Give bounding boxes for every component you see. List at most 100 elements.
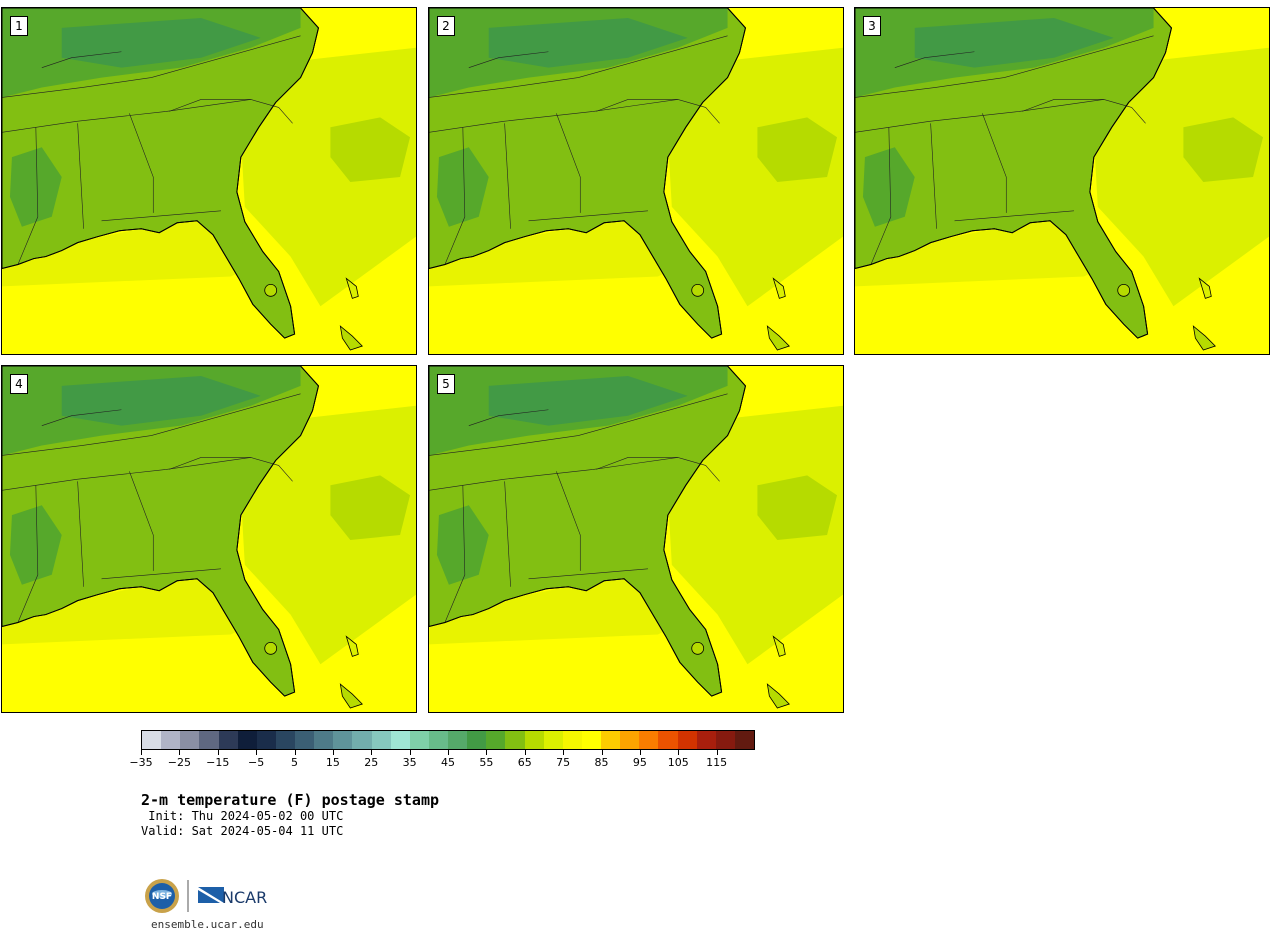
bahamas-island [1198, 277, 1212, 299]
state-border [2, 35, 301, 98]
state-border [129, 471, 154, 571]
nsf-logo-icon: NSF [145, 879, 179, 913]
colorbar-swatch [409, 731, 429, 749]
state-border [77, 481, 84, 587]
colorbar-swatch [275, 731, 295, 749]
map-panel-5: 5 [428, 365, 844, 713]
colorbar-tick [294, 750, 296, 755]
lake-okeechobee [264, 642, 278, 655]
colorbar-swatch [467, 731, 487, 749]
colorbar-swatch [256, 731, 276, 749]
state-border [468, 409, 549, 426]
colorbar-tick [486, 750, 488, 755]
colorbar-tick [332, 750, 334, 755]
colorbar-swatch [715, 731, 735, 749]
colorbar-tick [179, 750, 181, 755]
state-border [429, 35, 728, 98]
chart-title: 2-m temperature (F) postage stamp [141, 791, 440, 809]
colorbar-tick [409, 750, 411, 755]
state-border [930, 123, 937, 229]
temperature-map [429, 366, 843, 712]
panel-number: 1 [10, 16, 28, 36]
colorbar-swatch [390, 731, 410, 749]
colorbar-tick [371, 750, 373, 755]
temperature-region [862, 147, 915, 227]
state-border [954, 210, 1074, 222]
colorbar-tick-label: 115 [706, 756, 728, 769]
temperature-region [436, 505, 489, 585]
colorbar-tick [448, 750, 449, 755]
temperature-region [1073, 236, 1134, 317]
state-border [444, 485, 466, 623]
colorbar-swatch [180, 731, 200, 749]
state-border [2, 99, 251, 133]
temperature-map [855, 8, 1269, 354]
state-border [41, 409, 122, 426]
state-border [77, 123, 84, 229]
temperature-region [488, 17, 688, 68]
state-border [556, 471, 581, 571]
colorbar-tick-label: 75 [556, 756, 571, 769]
valid-time: Valid: Sat 2024-05-04 11 UTC [141, 824, 344, 838]
state-border [504, 123, 511, 229]
colorbar-swatch [601, 731, 621, 749]
lake-okeechobee [691, 642, 705, 655]
state-border [894, 51, 975, 68]
panel-number: 4 [10, 374, 28, 394]
colorbar-swatch [658, 731, 678, 749]
colorbar-swatch [696, 731, 716, 749]
temperature-region [436, 147, 489, 227]
colorbar-tick-label: 45 [441, 756, 455, 769]
colorbar-tick-label: −35 [129, 756, 153, 769]
colorbar-tick-label: 95 [632, 756, 647, 769]
lake-okeechobee [264, 284, 278, 297]
state-border [101, 568, 221, 580]
atlantic-band [663, 47, 843, 307]
atlantic-band [663, 405, 843, 665]
temperature-region [488, 375, 688, 426]
temperature-region [61, 17, 261, 68]
atlantic-warm-region [330, 475, 411, 540]
colorbar-swatch [581, 731, 601, 749]
colorbar-tick-label: −25 [167, 756, 191, 769]
bahamas-island [766, 325, 790, 351]
state-border [528, 210, 648, 222]
bahamas-island [766, 683, 790, 709]
map-panel-3: 3 [854, 7, 1270, 355]
colorbar-tick-label: −15 [206, 756, 230, 769]
state-border [468, 51, 549, 68]
colorbar-swatch [677, 731, 697, 749]
lake-okeechobee [691, 284, 705, 297]
temperature-map [2, 8, 416, 354]
colorbar-swatch [218, 731, 238, 749]
state-border [129, 113, 154, 213]
state-border [429, 393, 728, 456]
init-time: Init: Thu 2024-05-02 00 UTC [141, 809, 344, 823]
colorbar-swatch [620, 731, 640, 749]
state-border [982, 113, 1007, 213]
state-border [556, 113, 581, 213]
colorbar-swatch [199, 731, 219, 749]
atlantic-warm-region [757, 475, 838, 540]
state-border [596, 457, 720, 482]
temperature-region [647, 594, 708, 675]
logos: NSF NCAR [145, 879, 267, 913]
state-border [444, 127, 466, 265]
panel-number: 5 [437, 374, 455, 394]
state-border [528, 568, 648, 580]
state-border [870, 127, 892, 265]
colorbar-swatch [295, 731, 315, 749]
ncar-logo-icon: NCAR [198, 887, 267, 907]
state-border [429, 99, 678, 133]
atlantic-band [236, 47, 416, 307]
colorbar-swatch [428, 731, 448, 749]
colorbar-tick [716, 750, 718, 755]
colorbar-tick [141, 750, 142, 755]
gulf-band [2, 574, 251, 645]
temperature-region [914, 17, 1114, 68]
colorbar-tick-label: 85 [594, 756, 609, 769]
colorbar-swatch [142, 731, 162, 749]
colorbar-swatch [543, 731, 563, 749]
colorbar-tick-label: 105 [667, 756, 689, 769]
gulf-band [429, 216, 678, 287]
